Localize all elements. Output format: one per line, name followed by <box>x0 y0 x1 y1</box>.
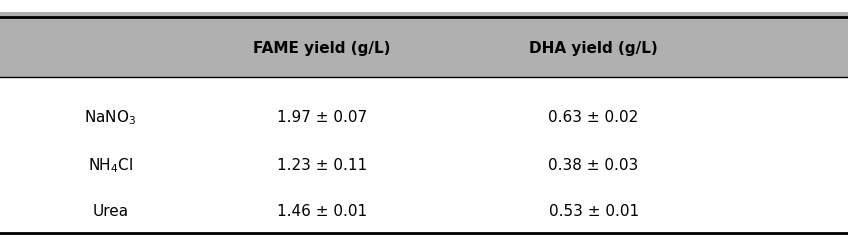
Text: DHA yield (g/L): DHA yield (g/L) <box>529 41 658 55</box>
Text: Urea: Urea <box>92 204 128 219</box>
Bar <box>0 12 848 77</box>
Text: NaNO$_3$: NaNO$_3$ <box>84 108 137 127</box>
Text: 0.53 ± 0.01: 0.53 ± 0.01 <box>549 204 639 219</box>
Text: 1.97 ± 0.07: 1.97 ± 0.07 <box>277 110 367 125</box>
Text: 1.23 ± 0.11: 1.23 ± 0.11 <box>277 158 367 173</box>
Text: 0.63 ± 0.02: 0.63 ± 0.02 <box>549 110 639 125</box>
Text: 0.38 ± 0.03: 0.38 ± 0.03 <box>549 158 639 173</box>
Text: NH$_4$Cl: NH$_4$Cl <box>87 156 133 175</box>
Text: FAME yield (g/L): FAME yield (g/L) <box>254 41 391 55</box>
Text: 1.46 ± 0.01: 1.46 ± 0.01 <box>277 204 367 219</box>
